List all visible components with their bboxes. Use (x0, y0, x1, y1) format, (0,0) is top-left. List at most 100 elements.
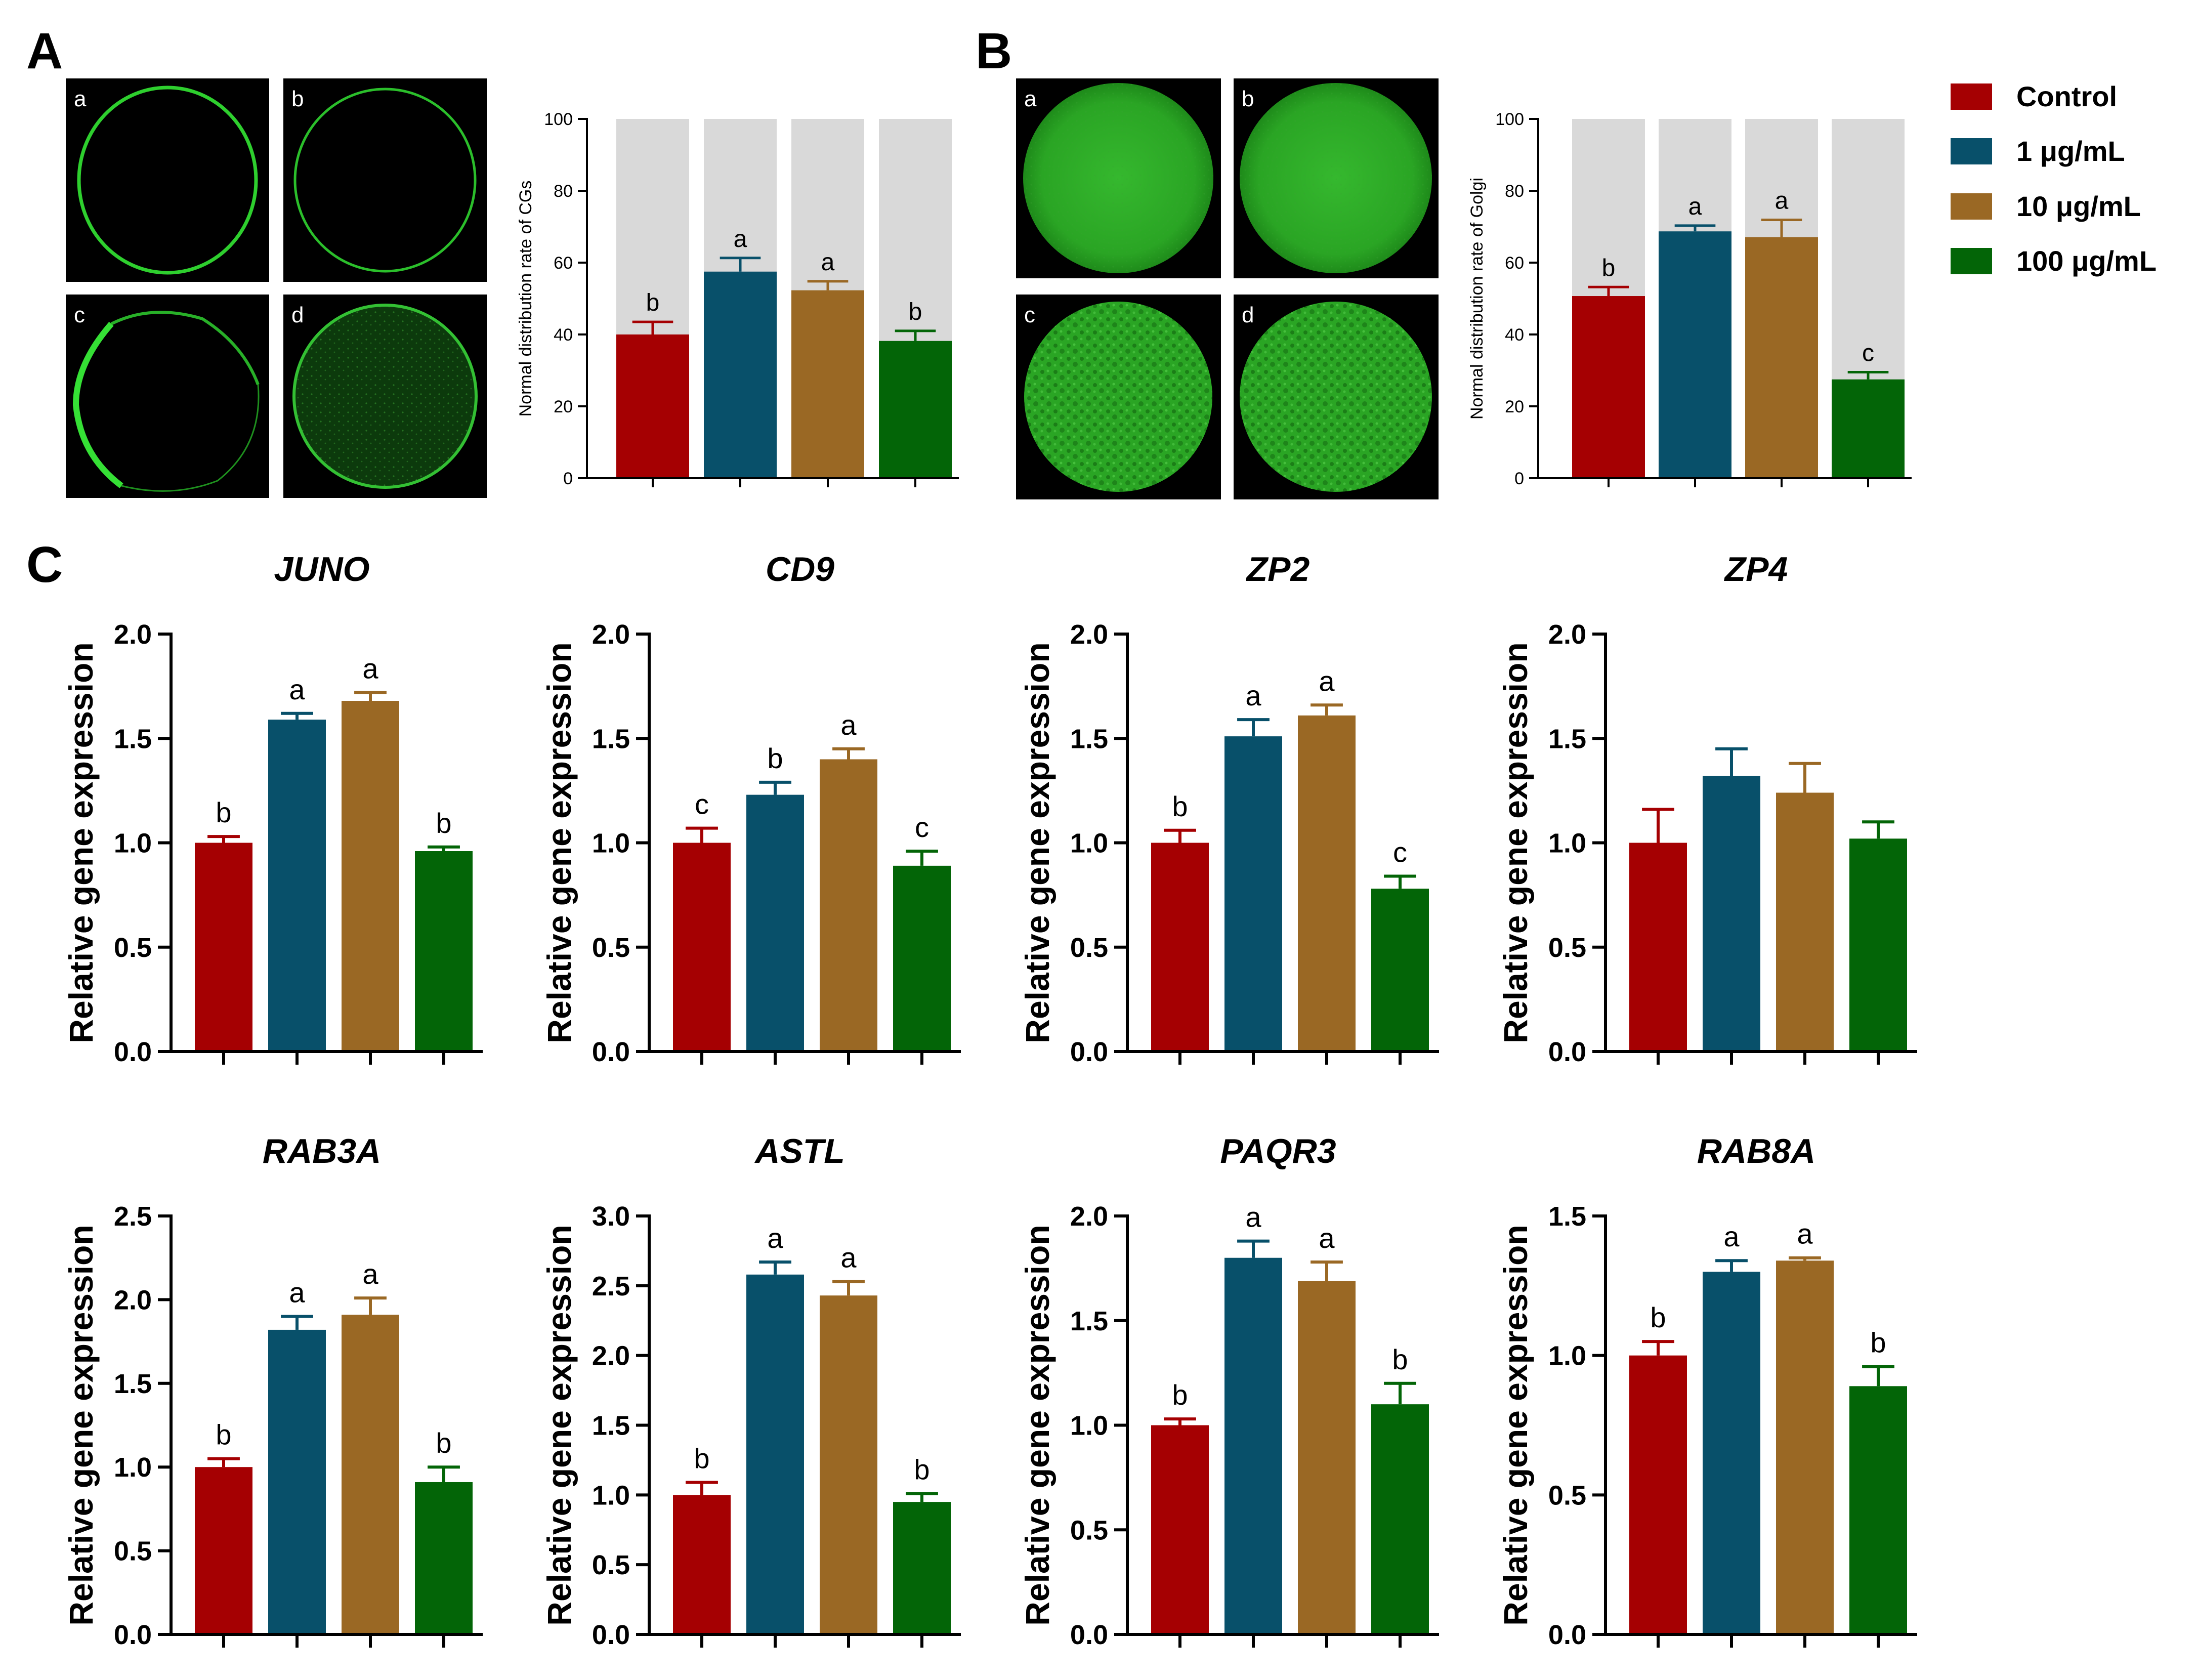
y-axis-label: Relative gene expression (540, 1225, 578, 1625)
significance-letter: a (1245, 1201, 1261, 1233)
y-tick-label: 0.5 (114, 1536, 152, 1567)
bar (673, 1495, 731, 1634)
y-tick-label: 0.5 (1548, 1480, 1586, 1510)
significance-letter: b (436, 807, 451, 839)
bar (268, 720, 326, 1052)
y-tick-label: 60 (1505, 254, 1524, 273)
y-tick-label: 1.0 (114, 828, 152, 859)
bar (1703, 1272, 1760, 1634)
significance-letter: b (767, 742, 783, 774)
cg-image-a: a (66, 78, 269, 282)
y-tick-label: 2.0 (1548, 619, 1586, 650)
y-tick-label: 1.0 (1070, 828, 1108, 859)
bar (1224, 736, 1282, 1052)
significance-letter: c (1862, 340, 1874, 367)
bar (791, 290, 864, 478)
golgi-image-a: a (1016, 78, 1221, 278)
chart-juno: JUNO b a a b 0.0 0.5 1.0 1.5 2.0 Relative gene exp… (62, 550, 483, 1067)
legend: Control 1 μg/mL 10 μg/mL 100 μg/mL (1951, 80, 2157, 277)
y-tick-label: 0.5 (592, 1550, 630, 1580)
y-axis-label: Relative gene expression (1019, 1225, 1056, 1625)
significance-letter: a (1245, 680, 1261, 711)
bar (704, 271, 777, 478)
y-tick-label: 1.5 (114, 1369, 152, 1399)
significance-letter: b (646, 289, 660, 316)
significance-letter: c (695, 788, 709, 820)
significance-letter: a (767, 1222, 783, 1254)
y-tick-label: 1.0 (1548, 828, 1586, 859)
bar (673, 843, 731, 1052)
chart-b: b a a c 0 20 40 60 80 100 Normal distribution rate… (1467, 110, 1912, 488)
y-tick-label: 1.0 (592, 1480, 630, 1510)
y-tick-label: 0.5 (114, 933, 152, 963)
significance-letter: a (1797, 1218, 1813, 1250)
bar (1776, 792, 1834, 1052)
golgi-image-c: c (1016, 295, 1221, 499)
image-label: a (74, 87, 87, 111)
y-tick-label: 2.0 (1070, 1201, 1108, 1232)
y-tick-label: 0.5 (1548, 933, 1586, 963)
y-tick-label: 0.0 (1548, 1620, 1586, 1650)
y-tick-label: 2.0 (114, 1285, 152, 1315)
chart-zp2: ZP2 b a a c 0.0 0.5 1.0 1.5 2.0 Relative gene expr… (1019, 550, 1439, 1067)
y-tick-label: 80 (554, 182, 573, 201)
bar (1849, 1386, 1907, 1634)
cg-image-b: b (283, 78, 487, 282)
cg-image-c: c (66, 295, 269, 498)
bar (820, 1295, 877, 1634)
y-tick-label: 0 (563, 469, 573, 488)
significance-letter: c (915, 811, 929, 843)
y-tick-label: 2.5 (114, 1201, 152, 1232)
chart-astl: ASTL b a a b 0.0 0.5 1.0 1.5 2.0 2.5 3.0 Relative ge… (540, 1132, 961, 1650)
image-label: d (1242, 303, 1254, 327)
bar (1224, 1257, 1282, 1634)
bar (342, 1315, 399, 1634)
y-tick-label: 1.5 (592, 724, 630, 754)
bar (746, 794, 804, 1052)
significance-letter: b (914, 1454, 930, 1486)
significance-letter: a (821, 249, 835, 276)
y-tick-label: 1.5 (1070, 724, 1108, 754)
significance-letter: b (694, 1443, 709, 1475)
legend-label-1ug: 1 μg/mL (2016, 135, 2125, 167)
bar (893, 865, 951, 1052)
significance-letter: b (216, 1419, 231, 1451)
y-tick-label: 20 (1505, 397, 1524, 416)
y-tick-label: 2.0 (1070, 619, 1108, 650)
y-tick-label: 60 (554, 254, 573, 273)
y-tick-label: 1.0 (114, 1452, 152, 1483)
bar (1151, 843, 1209, 1052)
y-tick-label: 100 (544, 110, 573, 129)
y-tick-label: 80 (1505, 182, 1524, 201)
chart-zp4: ZP4 0.0 0.5 1.0 1.5 2.0 Relative gene expressi… (1497, 550, 1917, 1067)
y-axis-label: Relative gene expression (1497, 642, 1534, 1043)
bar (1629, 1355, 1687, 1634)
golgi-image-b: b (1234, 78, 1439, 278)
image-label: b (1242, 87, 1254, 111)
chart-rab3a: RAB3A b a a b 0.0 0.5 1.0 1.5 2.0 2.5 Relative gene… (62, 1132, 483, 1650)
image-label: b (291, 87, 304, 111)
bar (746, 1274, 804, 1634)
bar (1572, 296, 1645, 478)
significance-letter: a (1775, 188, 1789, 215)
image-label: c (1024, 303, 1035, 327)
image-label: a (1024, 87, 1037, 111)
chart-title: ZP2 (1246, 550, 1310, 589)
chart-title: ASTL (754, 1132, 845, 1170)
bar (1298, 715, 1356, 1052)
bar (1629, 843, 1687, 1052)
bar (415, 851, 473, 1052)
legend-swatch-100ug (1951, 248, 1992, 274)
significance-letter: a (1723, 1221, 1740, 1252)
panel-letter-c: C (26, 536, 63, 593)
y-tick-label: 1.5 (1548, 1201, 1586, 1232)
significance-letter: b (216, 796, 231, 828)
y-tick-label: 0 (1514, 469, 1524, 488)
y-tick-label: 20 (554, 397, 573, 416)
y-axis-label: Relative gene expression (540, 642, 578, 1043)
y-axis-label: Normal distribution rate of CGs (516, 181, 535, 417)
y-tick-label: 0.0 (1070, 1620, 1108, 1650)
y-tick-label: 2.0 (592, 1341, 630, 1371)
bar (879, 341, 952, 478)
